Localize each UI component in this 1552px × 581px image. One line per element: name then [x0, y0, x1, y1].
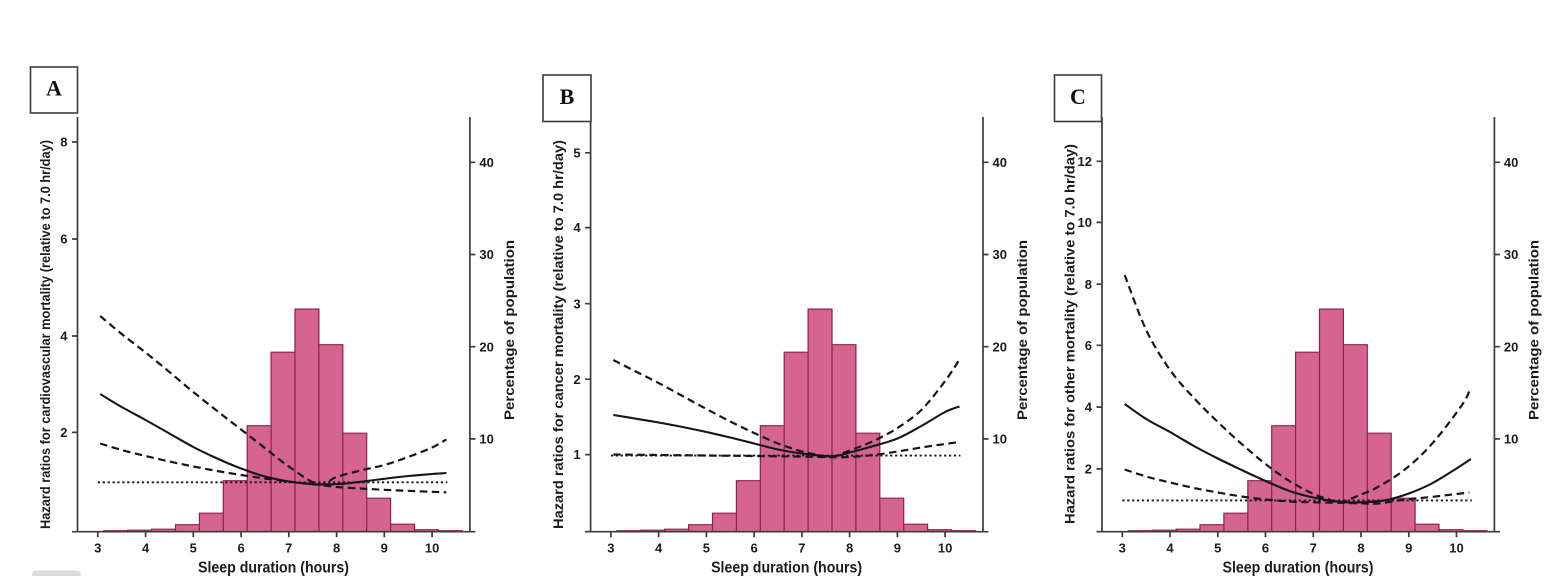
svg-text:8: 8	[1085, 277, 1092, 292]
svg-text:7: 7	[285, 540, 292, 555]
svg-text:8: 8	[1357, 540, 1364, 555]
svg-text:7: 7	[798, 540, 805, 555]
svg-text:Percentage of population: Percentage of population	[501, 240, 517, 420]
svg-text:Hazard ratios for cancer morta: Hazard ratios for cancer mortality (rela…	[551, 140, 566, 529]
svg-text:10: 10	[993, 432, 1007, 447]
svg-text:Hazard ratios for other mortal: Hazard ratios for other mortality (relat…	[1063, 144, 1078, 524]
svg-text:30: 30	[993, 247, 1007, 262]
svg-text:10: 10	[1504, 432, 1518, 447]
svg-text:3: 3	[607, 540, 614, 555]
svg-text:40: 40	[1504, 155, 1518, 170]
svg-text:4: 4	[60, 329, 68, 344]
svg-text:10: 10	[425, 540, 439, 555]
svg-text:3: 3	[94, 540, 101, 555]
svg-text:9: 9	[894, 540, 901, 555]
svg-text:40: 40	[479, 155, 493, 170]
svg-text:8: 8	[846, 540, 853, 555]
svg-text:4: 4	[573, 220, 581, 235]
svg-text:6: 6	[60, 232, 67, 247]
svg-text:2: 2	[1085, 462, 1092, 477]
svg-text:20: 20	[1504, 339, 1518, 354]
svg-text:30: 30	[479, 247, 493, 262]
svg-text:2: 2	[60, 425, 67, 440]
svg-text:Sleep duration (hours): Sleep duration (hours)	[711, 559, 862, 576]
svg-text:4: 4	[1085, 400, 1093, 415]
svg-text:5: 5	[1214, 540, 1221, 555]
svg-text:Percentage of population: Percentage of population	[1525, 240, 1541, 420]
svg-text:8: 8	[60, 135, 67, 150]
svg-text:12: 12	[1078, 154, 1092, 169]
svg-text:1: 1	[573, 447, 580, 462]
svg-text:20: 20	[479, 339, 493, 354]
svg-text:2: 2	[573, 372, 580, 387]
svg-text:40: 40	[993, 155, 1007, 170]
svg-text:9: 9	[381, 540, 388, 555]
svg-text:Percentage of population: Percentage of population	[1014, 240, 1030, 420]
svg-text:3: 3	[573, 296, 580, 311]
svg-text:7: 7	[1310, 540, 1317, 555]
svg-text:A: A	[46, 76, 62, 101]
svg-text:Sleep duration (hours): Sleep duration (hours)	[1223, 559, 1374, 576]
svg-text:10: 10	[479, 432, 493, 447]
svg-text:4: 4	[142, 540, 150, 555]
svg-text:9: 9	[1405, 540, 1412, 555]
svg-text:6: 6	[1085, 338, 1092, 353]
svg-text:4: 4	[1166, 540, 1174, 555]
svg-text:5: 5	[190, 540, 197, 555]
svg-text:4: 4	[655, 540, 663, 555]
svg-text:10: 10	[938, 540, 952, 555]
svg-text:10: 10	[1078, 215, 1092, 230]
svg-text:Sleep duration (hours): Sleep duration (hours)	[198, 559, 349, 576]
svg-text:C: C	[1070, 84, 1086, 109]
svg-text:30: 30	[1504, 247, 1518, 262]
svg-text:B: B	[560, 84, 575, 109]
svg-text:5: 5	[573, 145, 580, 160]
svg-text:6: 6	[237, 540, 244, 555]
svg-text:8: 8	[333, 540, 340, 555]
svg-text:3: 3	[1119, 540, 1126, 555]
svg-text:5: 5	[703, 540, 710, 555]
svg-text:20: 20	[993, 339, 1007, 354]
svg-text:6: 6	[750, 540, 757, 555]
svg-text:Hazard ratios for cardiovascul: Hazard ratios for cardiovascular mortali…	[38, 140, 53, 529]
svg-text:10: 10	[1449, 540, 1463, 555]
svg-text:6: 6	[1262, 540, 1269, 555]
